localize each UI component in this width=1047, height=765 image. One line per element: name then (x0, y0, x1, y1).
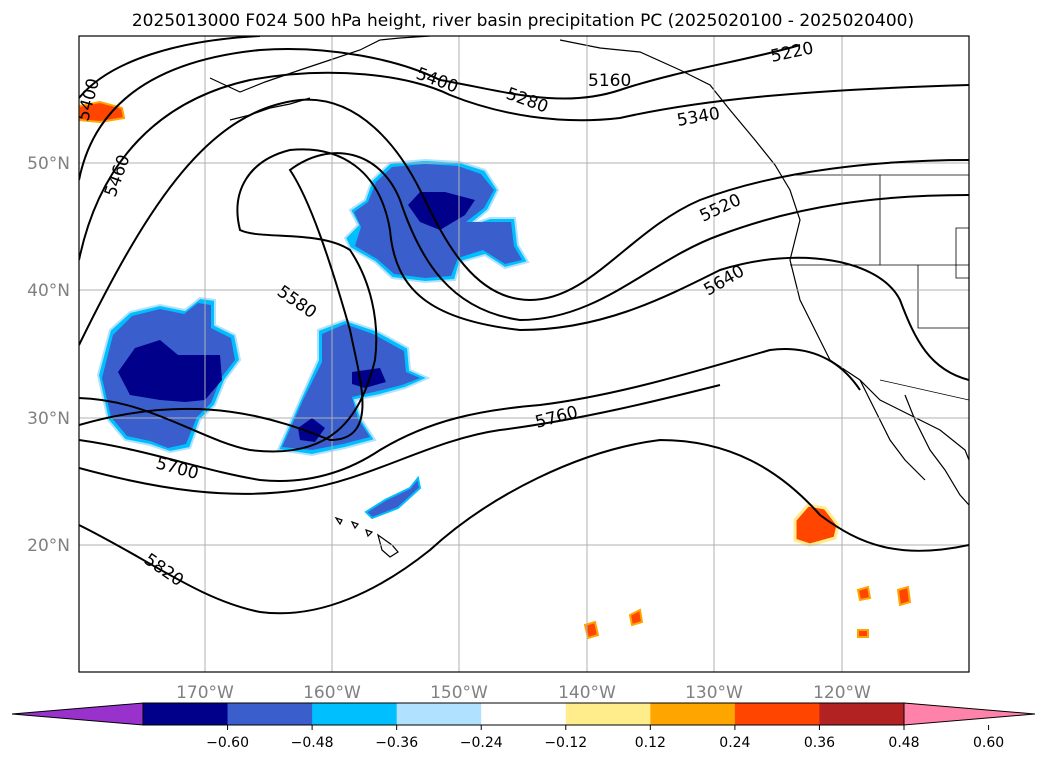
colorbar-cell (227, 703, 313, 725)
coastlines (209, 36, 969, 558)
contour-label: 5640 (701, 261, 748, 300)
lon-tick-label: 140°W (558, 683, 616, 703)
political-borders (790, 174, 969, 401)
colorbar-cell (565, 703, 651, 725)
contour-line (79, 348, 861, 482)
contour-label: 5340 (675, 104, 721, 131)
colorbar-cells (143, 703, 905, 725)
colorbar-tick-label: 0.12 (635, 735, 666, 751)
precip-pos-b (628, 608, 644, 627)
map-title: 2025013000 F024 500 hPa height, river ba… (132, 11, 914, 31)
gridlines (79, 36, 969, 672)
longitude-labels: 170°W 160°W 150°W 140°W 130°W 120°W (176, 683, 871, 703)
lat-tick-label: 20°N (27, 536, 70, 556)
contour-line (439, 44, 801, 100)
precip-pos-c (856, 585, 872, 602)
lon-tick-label: 130°W (685, 683, 743, 703)
precip-pos-nw (79, 100, 126, 124)
contour-label: 5160 (588, 71, 631, 91)
contour-label: 5220 (769, 38, 815, 67)
lat-tick-label: 50°N (27, 154, 70, 174)
height-contours (79, 36, 969, 615)
contour-line (79, 71, 969, 261)
lat-tick-label: 30°N (27, 409, 70, 429)
hawaii-big-island (376, 533, 399, 558)
state-borders (790, 175, 969, 329)
lon-tick-label: 170°W (176, 683, 234, 703)
alaska-peninsula (229, 97, 311, 121)
contour-line (79, 98, 969, 346)
us-mexico-border (879, 379, 969, 401)
contour-label: 5760 (533, 402, 580, 433)
colorbar-tick-label: −0.12 (544, 735, 587, 751)
colorbar-tick-label: 0.48 (888, 735, 919, 751)
lon-tick-label: 120°W (813, 683, 871, 703)
precip-region-west-core (118, 340, 222, 402)
colorbar-cell (734, 703, 820, 725)
contour-line (79, 438, 969, 615)
colorbar-cell (396, 703, 482, 725)
colorbar-cell (650, 703, 736, 725)
aleutian-coast (209, 36, 431, 93)
positive-precip-regions (79, 100, 912, 640)
colorbar-cell (481, 703, 567, 725)
contour-line (79, 152, 969, 442)
map-area: 5220 5160 5280 5400 5340 5460 5520 5580 … (79, 36, 969, 672)
contour-line (79, 36, 261, 99)
colorbar-tick-label: −0.24 (460, 735, 503, 751)
map-frame (78, 35, 970, 673)
colorbar-frame (142, 702, 905, 726)
contour-label: 5460 (101, 152, 135, 199)
colorbar-tick-label: 0.36 (804, 735, 835, 751)
baja-east-coast (904, 394, 969, 506)
colorbar-tick-label: −0.36 (375, 735, 418, 751)
colorbar-cell (143, 703, 229, 725)
na-west-coast (559, 39, 969, 461)
precip-pos-e (857, 629, 869, 638)
contour-line (79, 384, 721, 495)
colorbar-cell (819, 703, 905, 725)
latitude-labels: 50°N 40°N 30°N 20°N (27, 154, 70, 556)
hawaii-islands (334, 516, 374, 538)
contour-label: 5820 (140, 550, 187, 591)
contour-line (79, 48, 441, 181)
contour-line (79, 148, 969, 453)
colorbar: −0.60 −0.48 −0.36 −0.24 −0.12 0.12 0.24 0.36 0.4… (11, 702, 1036, 751)
colorbar-ticks: −0.60 −0.48 −0.36 −0.24 −0.12 0.12 0.24 0.36 0.4… (206, 725, 1004, 751)
colorbar-tick-label: −0.60 (206, 735, 249, 751)
colorbar-extend-low (11, 702, 144, 726)
lon-tick-label: 150°W (430, 683, 488, 703)
lat-tick-label: 40°N (27, 281, 70, 301)
colorbar-cell (312, 703, 398, 725)
baja-west-coast (859, 379, 926, 481)
colorbar-tick-label: 0.60 (973, 735, 1004, 751)
colorbar-tick-label: 0.24 (719, 735, 750, 751)
contour-label: 5700 (154, 454, 201, 485)
lon-tick-label: 160°W (303, 683, 361, 703)
contour-label: 5580 (273, 282, 320, 323)
precip-region-hawaii (364, 475, 422, 520)
colorbar-extend-high (903, 702, 1036, 726)
colorbar-tick-label: −0.48 (291, 735, 334, 751)
precip-pos-d (896, 585, 912, 607)
contour-label: 5520 (697, 190, 745, 226)
contour-label: 5400 (413, 64, 460, 98)
